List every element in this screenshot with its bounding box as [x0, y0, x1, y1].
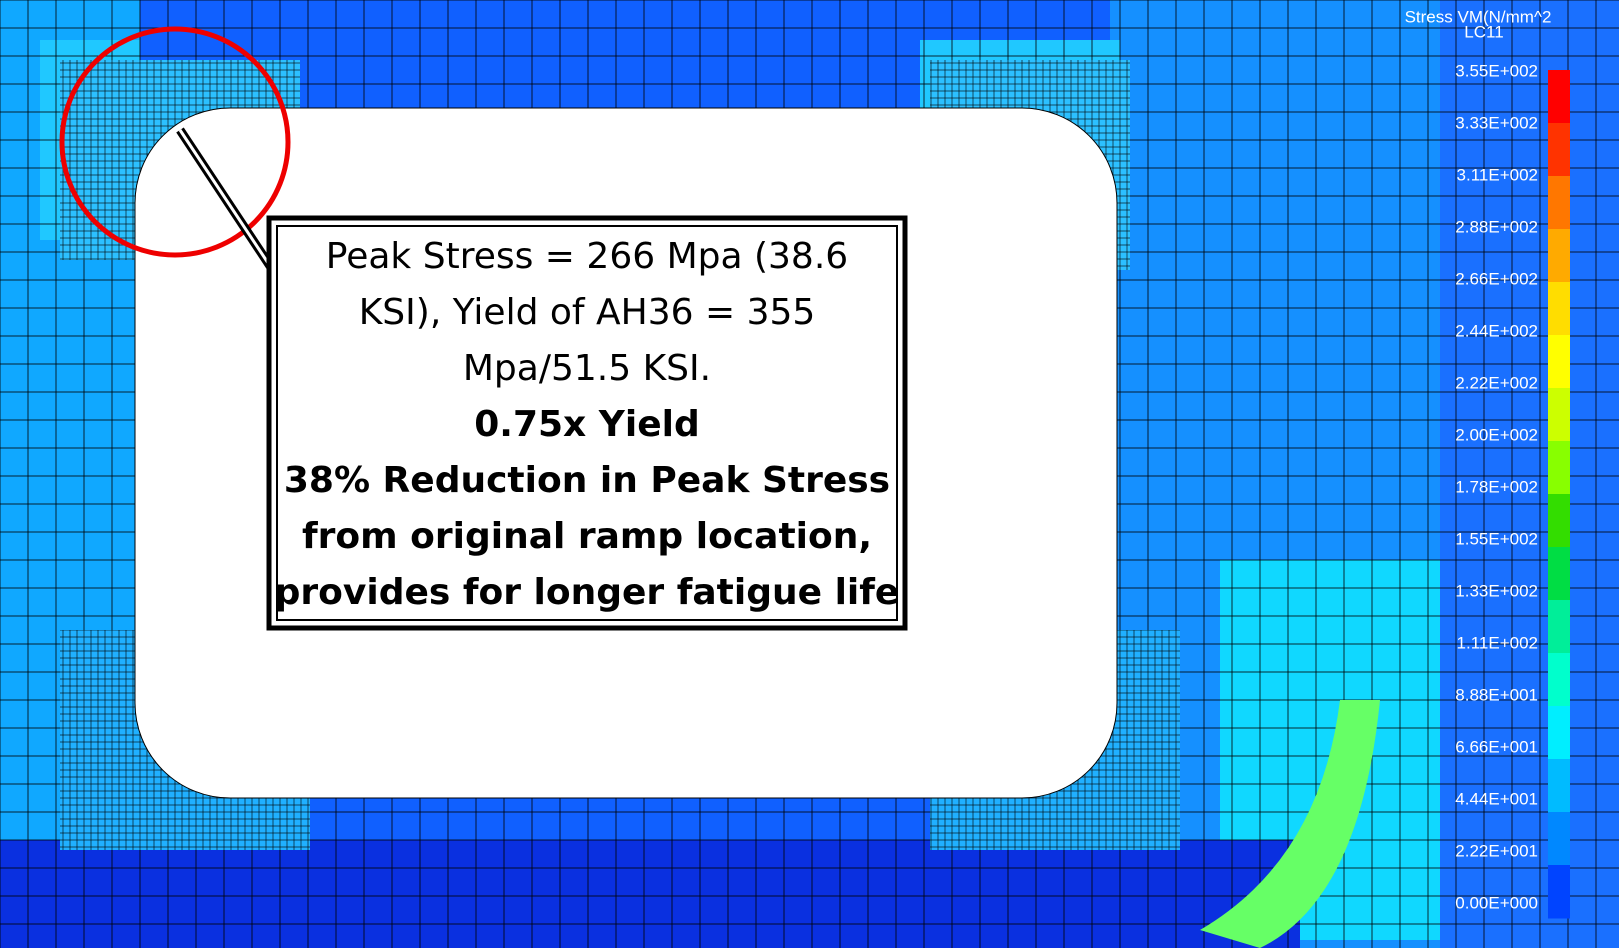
callout-bold-line: provides for longer fatigue life: [275, 572, 900, 613]
callout-line: Peak Stress = 266 Mpa (38.6: [326, 236, 848, 277]
legend-label: 2.22E+001: [1455, 841, 1538, 860]
color-swatch: [1548, 653, 1570, 707]
callout-bold-line: 0.75x Yield: [474, 404, 700, 445]
color-swatch: [1548, 600, 1570, 654]
color-swatch: [1548, 812, 1570, 866]
callout-line: KSI), Yield of AH36 = 355: [359, 292, 816, 333]
color-swatch: [1548, 335, 1570, 389]
legend-label: 4.44E+001: [1455, 789, 1538, 808]
color-swatch: [1548, 547, 1570, 601]
color-swatch: [1548, 282, 1570, 336]
color-swatch: [1548, 494, 1570, 548]
legend-label: 3.11E+002: [1457, 165, 1538, 184]
legend-label: 1.11E+002: [1457, 633, 1538, 652]
legend-label: 1.78E+002: [1455, 477, 1538, 496]
legend-label: 2.66E+002: [1455, 269, 1538, 288]
color-swatch: [1548, 70, 1570, 124]
callout-bold-line: 38% Reduction in Peak Stress: [284, 460, 890, 501]
legend-label: 8.88E+001: [1455, 685, 1538, 704]
legend-label: 6.66E+001: [1455, 737, 1538, 756]
color-swatch: [1548, 441, 1570, 495]
color-swatch: [1548, 123, 1570, 177]
color-swatch: [1548, 229, 1570, 283]
legend-label: 2.88E+002: [1455, 217, 1538, 236]
page: Peak Stress = 266 Mpa (38.6 KSI), Yield o…: [0, 0, 1619, 948]
color-swatch: [1548, 759, 1570, 813]
legend-label: 1.33E+002: [1455, 581, 1538, 600]
legend-label: 2.22E+002: [1455, 373, 1538, 392]
callout-line: Mpa/51.5 KSI.: [463, 348, 711, 389]
color-swatch: [1548, 176, 1570, 230]
color-swatch: [1548, 865, 1570, 919]
legend-label: 2.00E+002: [1455, 425, 1538, 444]
legend-label: 1.55E+002: [1455, 529, 1538, 548]
color-swatch: [1548, 388, 1570, 442]
legend-label: 0.00E+000: [1455, 893, 1538, 912]
color-swatch: [1548, 706, 1570, 760]
legend-label: 3.55E+002: [1455, 61, 1538, 80]
callout-bold-line: from original ramp location,: [302, 516, 872, 557]
legend-label: 2.44E+002: [1455, 321, 1538, 340]
legend-subtitle: LC11: [1464, 22, 1503, 41]
fea-view: Peak Stress = 266 Mpa (38.6 KSI), Yield o…: [0, 0, 1619, 948]
legend-label: 3.33E+002: [1455, 113, 1538, 132]
